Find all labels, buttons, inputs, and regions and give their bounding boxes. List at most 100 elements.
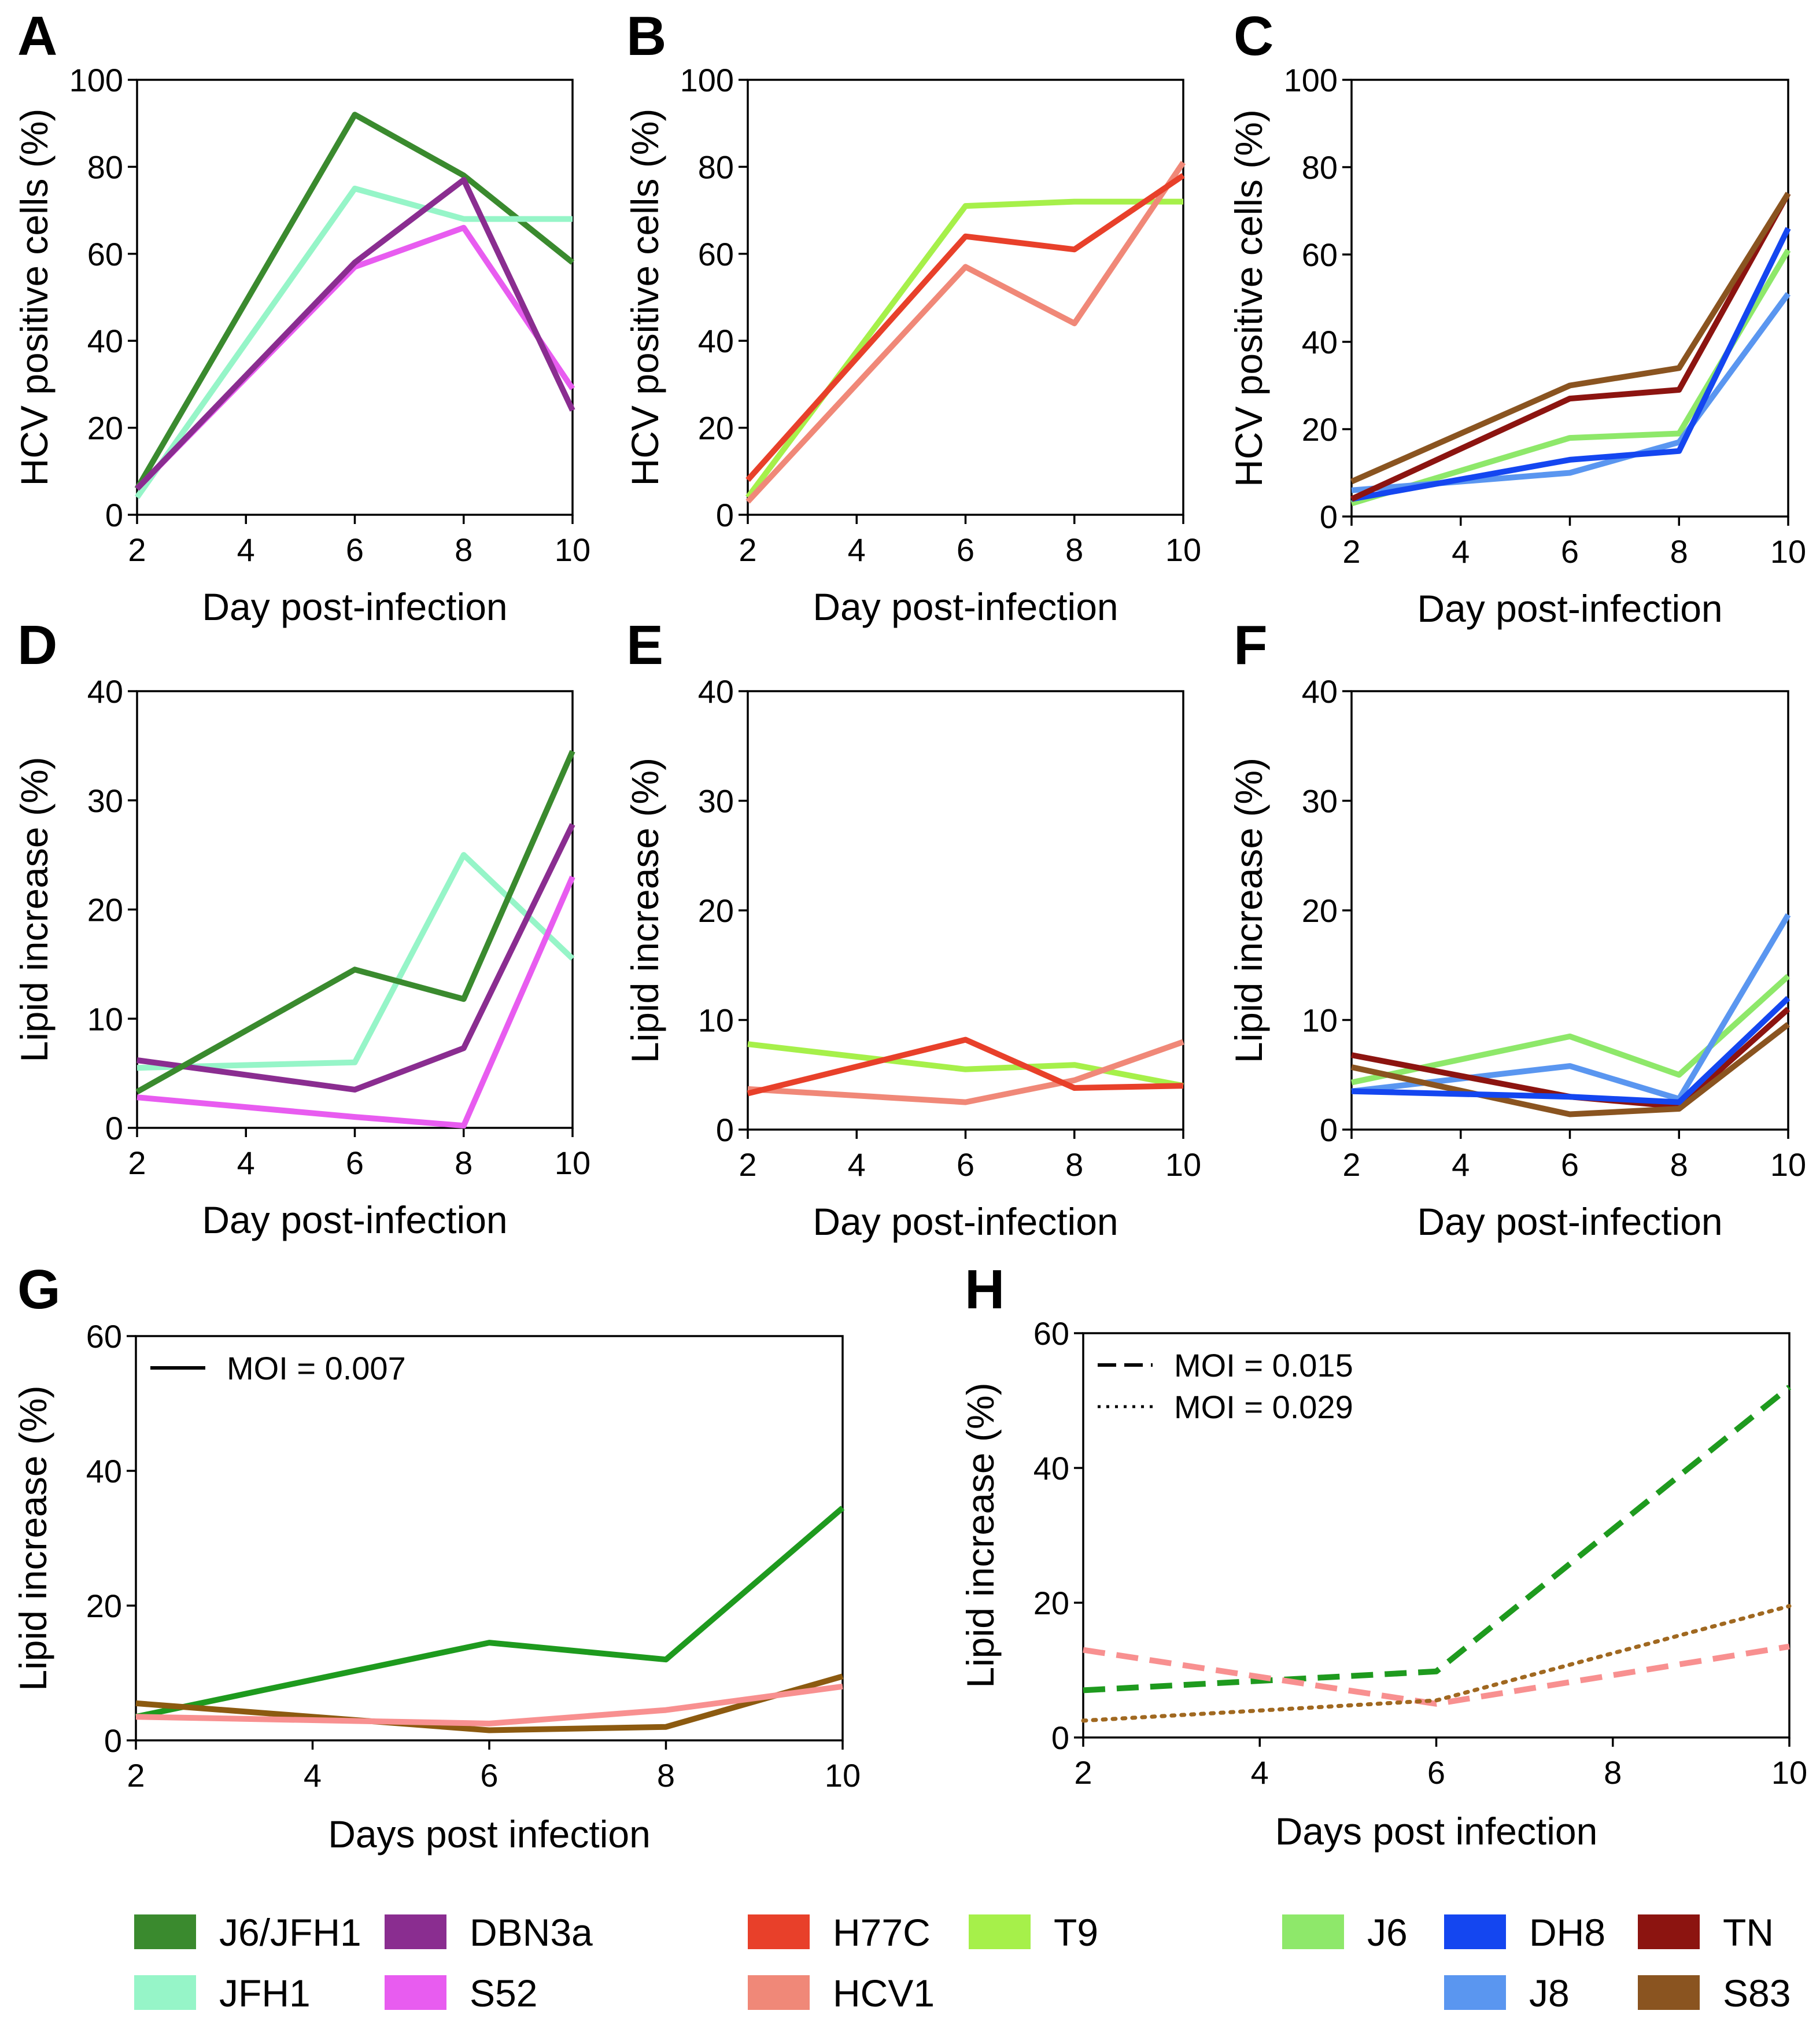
legend-item: TN (1638, 1911, 1774, 1954)
legend-item: JFH1 (134, 1972, 311, 2015)
x-tick-label: 2 (127, 1757, 145, 1794)
legend-label: J6/JFH1 (219, 1911, 361, 1954)
strain-legend: J6/JFH1 DBN3a JFH1 S52 H77C T9 HCV1 J6 DH8 TN J8 S8… (134, 1911, 1791, 2015)
y-tick-label: 0 (104, 1722, 122, 1759)
plot-frame (135, 1335, 844, 1742)
series-line-jfh1 (136, 852, 575, 1071)
chart-panel-a: A 0 20 40 60 80 100 2 4 6 8 10 Day post-infection HCV… (13, 5, 590, 628)
series-line-j6-jfh1 (135, 750, 575, 1095)
x-tick-label: 2 (128, 532, 146, 568)
x-tick-label: 4 (304, 1757, 322, 1794)
legend-item: HCV1 (748, 1972, 935, 2015)
y-axis-title: Lipid increase (%) (959, 1382, 1002, 1688)
series-line-dh8 (1351, 227, 1791, 502)
series-line-dbn3a (135, 177, 575, 491)
y-tick-label: 20 (87, 410, 123, 447)
x-tick-label: 2 (128, 1145, 146, 1181)
y-tick-label: 40 (1302, 673, 1338, 710)
y-tick-label: 20 (1033, 1585, 1069, 1621)
legend-label: DBN3a (470, 1911, 593, 1954)
y-tick-label: 20 (698, 410, 734, 447)
x-tick-label: 10 (1165, 532, 1201, 568)
x-axis-title: Days post infection (328, 1813, 651, 1855)
y-tick-label: 80 (698, 149, 734, 185)
y-tick-label: 60 (698, 236, 734, 272)
series-line-t9 (745, 198, 1183, 499)
x-tick-label: 8 (455, 532, 472, 568)
x-tick-label: 2 (1342, 1146, 1360, 1183)
x-tick-label: 8 (1604, 1754, 1622, 1791)
x-tick-label: 6 (1561, 1146, 1579, 1183)
x-tick-label: 10 (1770, 533, 1806, 570)
x-axis-title: Day post-infection (202, 1198, 507, 1241)
chart-panel-g: G 0 20 40 60 2 4 6 8 10 Days post infection Lipid i… (12, 1259, 861, 1855)
y-tick-label: 40 (1033, 1450, 1069, 1486)
legend-item: S52 (385, 1972, 537, 2015)
x-tick-label: 8 (1065, 532, 1083, 568)
y-tick-label: 100 (69, 62, 123, 98)
x-tick-label: 2 (1342, 533, 1360, 570)
x-tick-label: 2 (739, 532, 756, 568)
x-tick-label: 6 (957, 1146, 974, 1183)
series-line-green (1083, 1385, 1792, 1694)
legend-label: TN (1723, 1911, 1774, 1954)
x-tick-label: 10 (555, 532, 590, 568)
x-axis-title: Day post-infection (1417, 587, 1722, 630)
legend-label: J8 (1529, 1972, 1570, 2015)
y-axis-title: HCV positive cells (%) (1227, 109, 1270, 487)
x-tick-label: 2 (1074, 1754, 1092, 1791)
panel-letter: A (17, 5, 57, 67)
y-tick-label: 40 (1302, 324, 1338, 360)
series-line-hcv1 (745, 161, 1186, 504)
y-tick-label: 60 (1033, 1315, 1069, 1352)
series-line-dh8 (1351, 995, 1791, 1105)
series-line-s83 (1350, 191, 1791, 485)
y-tick-label: 0 (1320, 499, 1338, 535)
series-line-pink (135, 1683, 843, 1726)
series-line-j6 (1350, 973, 1791, 1086)
series-line-hcv1 (747, 1039, 1184, 1105)
x-axis-title: Day post-infection (813, 1200, 1118, 1243)
series-line-j6 (1350, 248, 1791, 507)
y-tick-label: 10 (698, 1002, 734, 1039)
legend-swatch (385, 1914, 446, 1949)
series-line-pink (1083, 1643, 1790, 1707)
x-tick-label: 10 (1770, 1146, 1806, 1183)
y-tick-label: 0 (105, 1110, 123, 1146)
x-tick-label: 6 (957, 532, 974, 568)
x-axis-title: Day post-infection (202, 585, 507, 628)
y-tick-label: 0 (716, 497, 734, 533)
x-tick-label: 10 (1771, 1754, 1807, 1791)
legend-item: J8 (1444, 1972, 1570, 2015)
panel-letter: F (1234, 614, 1268, 676)
chart-panel-b: B 0 20 40 60 80 100 2 4 6 8 10 Day post-infection HCV… (623, 5, 1201, 628)
panel-letter: C (1234, 5, 1273, 67)
y-tick-label: 60 (86, 1318, 122, 1355)
chart-panel-h: H 0 20 40 60 2 4 6 8 10 Days post infection Lipid i… (959, 1259, 1807, 1853)
y-tick-label: 30 (87, 783, 123, 819)
moi-legend-label: MOI = 0.007 (227, 1350, 406, 1386)
series-line-brown (135, 1673, 844, 1733)
x-tick-label: 8 (1670, 533, 1688, 570)
legend-label: DH8 (1529, 1911, 1605, 1954)
legend-swatch (748, 1914, 810, 1949)
series-line-s52 (136, 875, 575, 1129)
series-line-h77c (747, 1036, 1184, 1097)
y-tick-label: 100 (1284, 62, 1338, 98)
y-tick-label: 40 (87, 323, 123, 359)
x-tick-label: 4 (1251, 1754, 1269, 1791)
y-axis-title: Lipid increase (%) (623, 758, 666, 1063)
series-line-tn (1350, 191, 1791, 502)
y-axis-title: Lipid increase (%) (13, 757, 56, 1062)
series-line-t9 (747, 1041, 1184, 1089)
chart-panel-e: E 0 10 20 30 40 2 4 6 8 10 Day post-infection Lipid … (623, 614, 1201, 1243)
x-tick-label: 4 (848, 1146, 866, 1183)
x-tick-label: 10 (1165, 1146, 1201, 1183)
legend-label: J6 (1367, 1911, 1408, 1954)
x-tick-label: 6 (1561, 533, 1579, 570)
plot-frame (136, 79, 574, 516)
legend-item: T9 (969, 1911, 1098, 1954)
x-tick-label: 10 (825, 1757, 861, 1794)
x-tick-label: 6 (480, 1757, 498, 1794)
y-axis-title: Lipid increase (%) (12, 1385, 54, 1691)
